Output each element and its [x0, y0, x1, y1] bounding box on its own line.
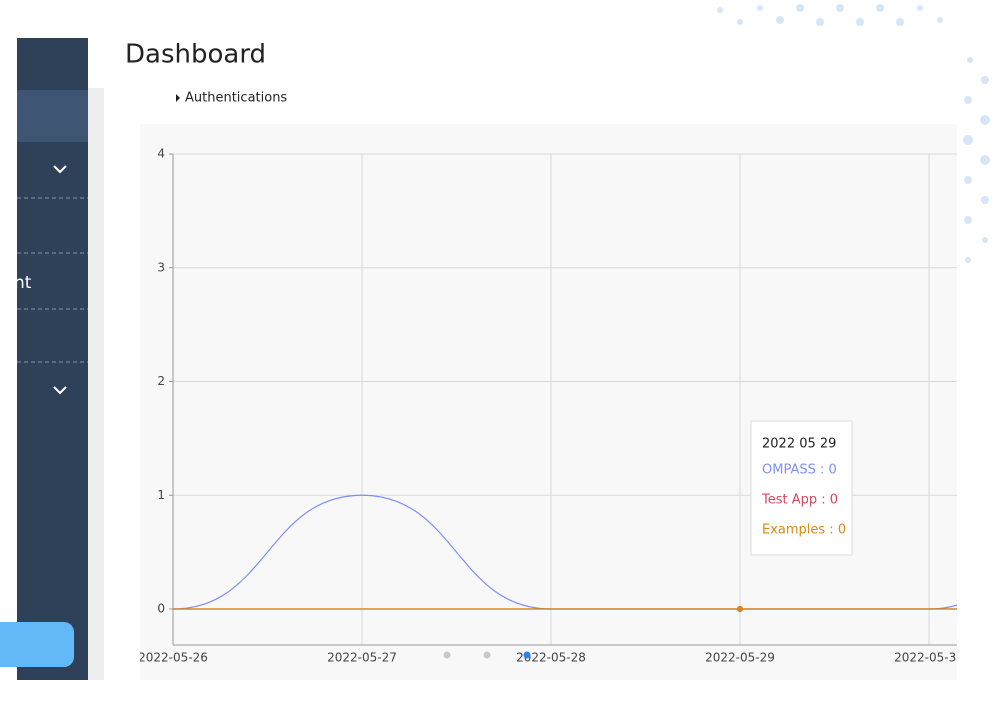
x-tick-label: 2022-05-26: [138, 651, 208, 665]
decor: [717, 4, 990, 263]
chevron[interactable]: [53, 165, 67, 174]
tooltip-item: Examples : 0: [762, 523, 846, 538]
x-tick-label: 2022-05-29: [705, 651, 775, 665]
x-tick-label: 2022-05-28: [516, 651, 586, 665]
sidebar: [17, 38, 88, 680]
separators: [17, 197, 88, 363]
tooltip-title: 2022 05 29: [762, 437, 836, 452]
x-tick-label: 2022-05-30: [894, 651, 964, 665]
pager-dot[interactable]: [483, 651, 491, 659]
y-tick-label: 3: [157, 260, 165, 274]
chart-area: [140, 124, 957, 680]
section-label[interactable]: Authentications: [185, 91, 287, 106]
sidebar-active[interactable]: [17, 90, 88, 142]
sidebar-button[interactable]: [0, 622, 74, 667]
caret[interactable]: [176, 94, 180, 102]
hover-point: [737, 606, 743, 612]
pager-dot[interactable]: [443, 651, 451, 659]
pager: [443, 651, 531, 659]
plot: 0 1 2 3 4 2022-05-26 2022-05-27 2022-05-28 2022-…: [138, 147, 964, 665]
tooltip-item: OMPASS : 0: [762, 463, 837, 478]
y-tick-label: 4: [157, 147, 165, 161]
pager-dot[interactable]: [523, 651, 531, 659]
gutter: [88, 88, 104, 680]
tooltip: 2022 05 29 OMPASS : 0 Test App : 0 Examples…: [750, 420, 853, 556]
sidebar-item[interactable]: nt: [14, 273, 32, 293]
chevron[interactable]: [53, 386, 67, 395]
tooltip-item: Test App : 0: [761, 493, 838, 508]
y-tick-label: 0: [157, 602, 165, 616]
x-tick-label: 2022-05-27: [327, 651, 397, 665]
page-title: Dashboard: [125, 40, 266, 70]
y-tick-label: 1: [157, 488, 165, 502]
tooltip-box: [750, 420, 853, 556]
y-tick-label: 2: [157, 374, 165, 388]
